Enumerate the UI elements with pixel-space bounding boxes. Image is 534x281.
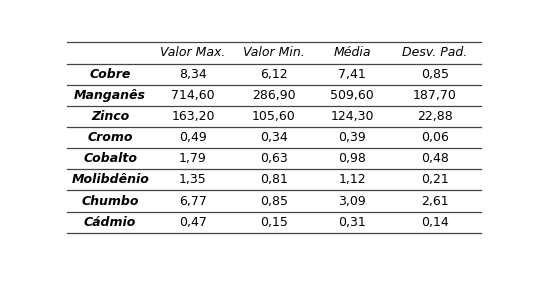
Text: 1,35: 1,35: [179, 173, 207, 186]
Text: 187,70: 187,70: [413, 89, 457, 102]
Text: Cobalto: Cobalto: [83, 152, 137, 165]
Text: 105,60: 105,60: [252, 110, 295, 123]
Text: Manganês: Manganês: [74, 89, 146, 102]
Text: 0,81: 0,81: [260, 173, 288, 186]
Text: 0,85: 0,85: [421, 68, 449, 81]
Text: Média: Média: [334, 46, 371, 60]
Text: Cobre: Cobre: [90, 68, 131, 81]
Text: 0,06: 0,06: [421, 131, 449, 144]
Text: 2,61: 2,61: [421, 194, 449, 208]
Text: 124,30: 124,30: [331, 110, 374, 123]
Text: 0,49: 0,49: [179, 131, 207, 144]
Text: 6,12: 6,12: [260, 68, 287, 81]
Text: 0,63: 0,63: [260, 152, 287, 165]
Text: 22,88: 22,88: [417, 110, 453, 123]
Text: 8,34: 8,34: [179, 68, 207, 81]
Text: 163,20: 163,20: [171, 110, 215, 123]
Text: Chumbo: Chumbo: [82, 194, 139, 208]
Text: Cromo: Cromo: [88, 131, 133, 144]
Text: 0,98: 0,98: [339, 152, 366, 165]
Text: 0,47: 0,47: [179, 216, 207, 229]
Text: Zinco: Zinco: [91, 110, 129, 123]
Text: 0,48: 0,48: [421, 152, 449, 165]
Text: 0,15: 0,15: [260, 216, 288, 229]
Text: 509,60: 509,60: [331, 89, 374, 102]
Text: 3,09: 3,09: [339, 194, 366, 208]
Text: 0,34: 0,34: [260, 131, 287, 144]
Text: Valor Min.: Valor Min.: [243, 46, 304, 60]
Text: 6,77: 6,77: [179, 194, 207, 208]
Text: 7,41: 7,41: [339, 68, 366, 81]
Text: Molibdênio: Molibdênio: [71, 173, 149, 186]
Text: Desv. Pad.: Desv. Pad.: [403, 46, 468, 60]
Text: 0,21: 0,21: [421, 173, 449, 186]
Text: 0,39: 0,39: [339, 131, 366, 144]
Text: 286,90: 286,90: [252, 89, 295, 102]
Text: Valor Max.: Valor Max.: [160, 46, 226, 60]
Text: 0,14: 0,14: [421, 216, 449, 229]
Text: 714,60: 714,60: [171, 89, 215, 102]
Text: 0,85: 0,85: [260, 194, 288, 208]
Text: 1,79: 1,79: [179, 152, 207, 165]
Text: 1,12: 1,12: [339, 173, 366, 186]
Text: 0,31: 0,31: [339, 216, 366, 229]
Text: Cádmio: Cádmio: [84, 216, 136, 229]
